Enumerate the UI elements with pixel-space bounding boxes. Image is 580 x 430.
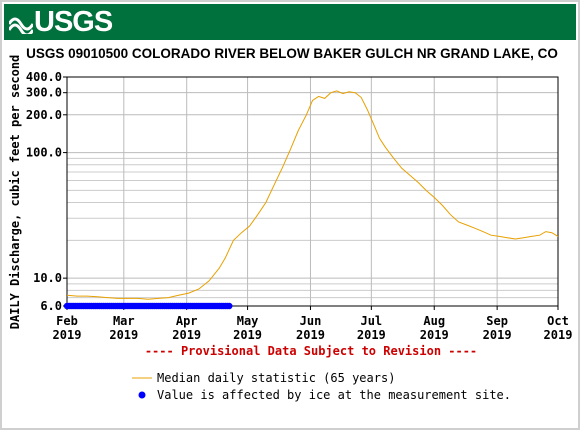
y-tick-label: 10.0 xyxy=(33,271,62,285)
x-tick-label: Sep xyxy=(486,314,508,328)
y-tick-label: 400.0 xyxy=(26,70,62,84)
x-tick-label: 2019 xyxy=(483,328,512,342)
y-tick-label: 300.0 xyxy=(26,86,62,100)
x-tick-label: 2019 xyxy=(296,328,325,342)
y-tick-label: 6.0 xyxy=(40,299,62,313)
x-tick-label: Jul xyxy=(360,314,382,328)
x-tick-label: 2019 xyxy=(544,328,573,342)
x-tick-label: Jun xyxy=(300,314,322,328)
legend-ice-label: Value is affected by ice at the measurem… xyxy=(157,388,511,402)
y-axis-label: DAILY Discharge, cubic feet per second xyxy=(8,55,22,330)
x-tick-label: Oct xyxy=(547,314,569,328)
usgs-header: USGS xyxy=(4,4,576,40)
ice-affected-point xyxy=(226,302,233,310)
x-tick-label: May xyxy=(237,314,259,328)
legend-median-label: Median daily statistic (65 years) xyxy=(157,371,395,385)
usgs-logo-text: USGS xyxy=(34,6,113,38)
x-tick-label: 2019 xyxy=(233,328,262,342)
usgs-wave-icon xyxy=(9,17,33,34)
x-tick-label: 2019 xyxy=(420,328,449,342)
x-tick-label: 2019 xyxy=(109,328,138,342)
x-tick-label: 2019 xyxy=(357,328,386,342)
chart-title: USGS 09010500 COLORADO RIVER BELOW BAKER… xyxy=(26,46,558,61)
x-tick-label: 2019 xyxy=(53,328,82,342)
plot-border xyxy=(66,76,559,307)
x-tick-label: Apr xyxy=(176,314,198,328)
median-series-line xyxy=(66,90,559,300)
legend-ice-marker xyxy=(138,391,146,399)
x-tick-label: Feb xyxy=(56,314,78,328)
x-tick-label: Mar xyxy=(113,314,135,328)
y-tick-label: 200.0 xyxy=(26,108,62,122)
x-tick-label: Aug xyxy=(423,314,445,328)
x-tick-label: 2019 xyxy=(172,328,201,342)
provisional-notice: ---- Provisional Data Subject to Revisio… xyxy=(145,344,477,358)
y-tick-label: 100.0 xyxy=(26,146,62,160)
